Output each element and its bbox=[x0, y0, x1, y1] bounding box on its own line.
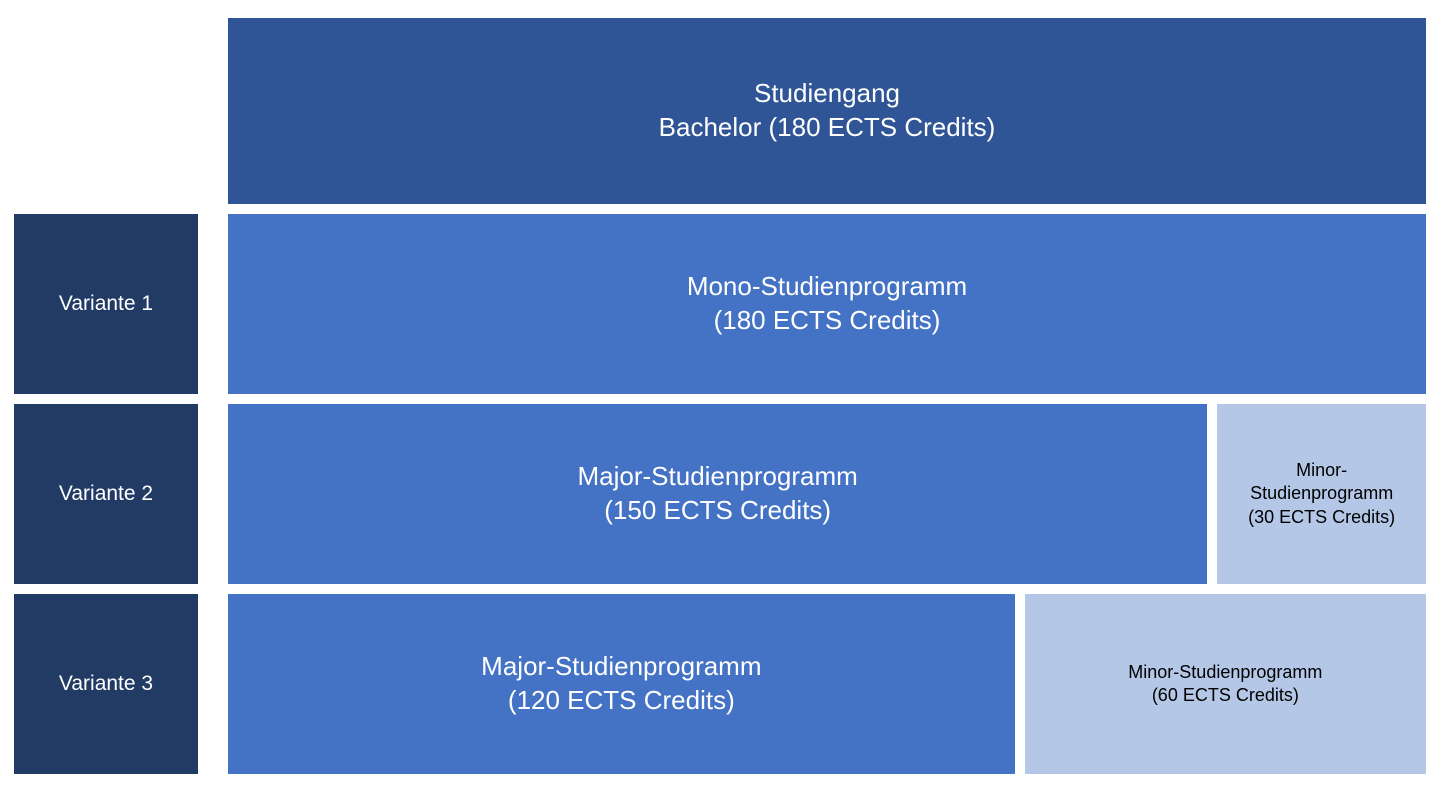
variant-2-major-line2: (150 ECTS Credits) bbox=[604, 494, 831, 528]
variant-label-1: Variante 1 bbox=[14, 214, 198, 394]
variant-3-minor-block: Minor-Studienprogramm (60 ECTS Credits) bbox=[1025, 594, 1426, 774]
variant-label-3-text: Variante 3 bbox=[59, 672, 153, 696]
variant-2-major-line1: Major-Studienprogramm bbox=[578, 460, 858, 494]
variant-label-1-text: Variante 1 bbox=[59, 292, 153, 316]
variant-2-major-block: Major-Studienprogramm (150 ECTS Credits) bbox=[228, 404, 1207, 584]
variant-label-2-text: Variante 2 bbox=[59, 482, 153, 506]
program-structure-diagram: Studiengang Bachelor (180 ECTS Credits) … bbox=[14, 18, 1426, 774]
variant-3-minor-line1: Minor-Studienprogramm bbox=[1128, 661, 1322, 684]
variant-1-mono-line1: Mono-Studienprogramm bbox=[687, 270, 967, 304]
degree-header-block: Studiengang Bachelor (180 ECTS Credits) bbox=[228, 18, 1426, 204]
variant-2-content: Major-Studienprogramm (150 ECTS Credits)… bbox=[228, 404, 1426, 584]
header-label-empty bbox=[14, 18, 198, 204]
variant-1-mono-line2: (180 ECTS Credits) bbox=[714, 304, 941, 338]
variant-1-gap bbox=[198, 214, 228, 394]
degree-header-line2: Bachelor (180 ECTS Credits) bbox=[659, 111, 996, 145]
variant-3-major-block: Major-Studienprogramm (120 ECTS Credits) bbox=[228, 594, 1015, 774]
variant-label-3: Variante 3 bbox=[14, 594, 198, 774]
degree-header-line1: Studiengang bbox=[754, 77, 900, 111]
variant-2-gap bbox=[198, 404, 228, 584]
variant-3-content: Major-Studienprogramm (120 ECTS Credits)… bbox=[228, 594, 1426, 774]
variant-1-content: Mono-Studienprogramm (180 ECTS Credits) bbox=[228, 214, 1426, 394]
variant-1-mono-block: Mono-Studienprogramm (180 ECTS Credits) bbox=[228, 214, 1426, 394]
variant-2-minor-line1: Minor-Studienprogramm bbox=[1225, 459, 1418, 506]
variant-3-minor-line2: (60 ECTS Credits) bbox=[1152, 684, 1299, 707]
variant-label-2: Variante 2 bbox=[14, 404, 198, 584]
variant-2-minor-block: Minor-Studienprogramm (30 ECTS Credits) bbox=[1217, 404, 1426, 584]
variant-3-gap bbox=[198, 594, 228, 774]
variant-3-major-line1: Major-Studienprogramm bbox=[481, 650, 761, 684]
header-gap bbox=[198, 18, 228, 204]
variant-2-minor-line2: (30 ECTS Credits) bbox=[1248, 506, 1395, 529]
variant-3-major-line2: (120 ECTS Credits) bbox=[508, 684, 735, 718]
